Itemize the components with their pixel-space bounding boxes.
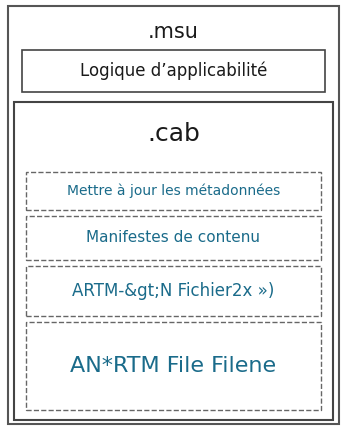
Text: Manifestes de contenu: Manifestes de contenu <box>86 231 261 245</box>
Bar <box>26 172 321 210</box>
Text: .msu: .msu <box>148 22 199 42</box>
Bar <box>14 102 333 420</box>
Bar <box>26 216 321 260</box>
Bar <box>26 266 321 316</box>
Bar <box>26 322 321 410</box>
Text: .cab: .cab <box>147 122 200 146</box>
Text: AN*RTM File Filene: AN*RTM File Filene <box>70 356 277 376</box>
Text: Logique d’applicabilité: Logique d’applicabilité <box>80 62 267 80</box>
Bar <box>22 50 325 92</box>
Text: Mettre à jour les métadonnées: Mettre à jour les métadonnées <box>67 184 280 198</box>
Text: ARTM-&gt;N Fichier2x »): ARTM-&gt;N Fichier2x ») <box>72 282 275 300</box>
